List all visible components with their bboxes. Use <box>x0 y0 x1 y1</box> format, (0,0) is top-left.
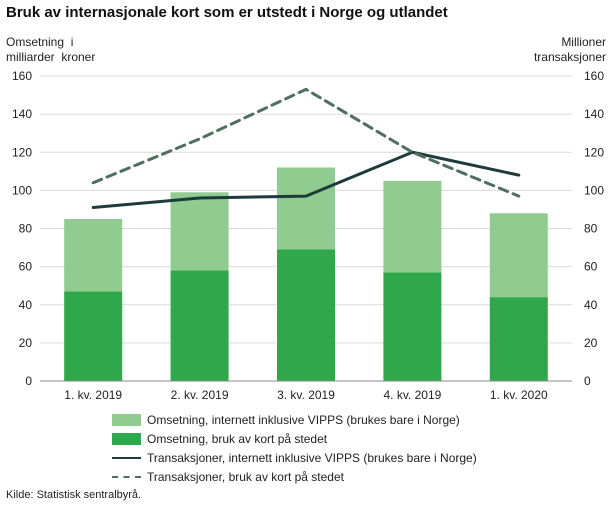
left-axis-label: Omsetning i milliarder kroner <box>6 35 96 64</box>
line-online-transactions <box>91 150 521 210</box>
bar-instore-turnover <box>383 272 442 381</box>
x-tick-label: 1. kv. 2020 <box>490 388 548 400</box>
y2-tick-label: 60 <box>584 260 598 274</box>
right-axis-label: Millioner transaksjoner <box>533 35 606 64</box>
legend-item-instore-turnover: Omsetning, bruk av kort på stedet <box>112 429 477 448</box>
y-tick-label: 100 <box>12 183 32 197</box>
legend-label: Omsetning, internett inklusive VIPPS (br… <box>147 412 460 427</box>
y-tick-label: 40 <box>19 298 33 312</box>
legend-swatch-dashed-line <box>112 475 141 478</box>
source-note: Kilde: Statistisk sentralbyrå. <box>6 489 142 501</box>
y-tick-label: 0 <box>25 374 32 388</box>
bar-instore-turnover <box>170 270 229 381</box>
legend-label: Transaksjoner, bruk av kort på stedet <box>147 469 344 484</box>
x-tick-label: 4. kv. 2019 <box>383 388 441 400</box>
y2-tick-label: 140 <box>584 107 604 121</box>
y2-tick-label: 120 <box>584 145 604 159</box>
legend-item-instore-transactions: Transaksjoner, bruk av kort på stedet <box>112 467 477 486</box>
legend: Omsetning, internett inklusive VIPPS (br… <box>112 410 477 486</box>
legend-item-online-turnover: Omsetning, internett inklusive VIPPS (br… <box>112 410 477 429</box>
y-tick-label: 160 <box>12 69 32 83</box>
y2-tick-label: 80 <box>584 222 598 236</box>
y-tick-label: 60 <box>19 260 33 274</box>
y2-tick-label: 20 <box>584 336 598 350</box>
legend-label: Omsetning, bruk av kort på stedet <box>147 431 328 446</box>
y-tick-label: 120 <box>12 145 32 159</box>
legend-swatch-light-green <box>112 413 141 426</box>
y-tick-label: 80 <box>19 222 33 236</box>
legend-swatch-solid-line <box>112 456 141 459</box>
y2-tick-label: 0 <box>584 374 591 388</box>
bar-instore-turnover <box>489 297 548 381</box>
y-tick-label: 140 <box>12 107 32 121</box>
y2-tick-label: 100 <box>584 183 604 197</box>
y-tick-label: 20 <box>19 336 33 350</box>
legend-item-online-transactions: Transaksjoner, internett inklusive VIPPS… <box>112 448 477 467</box>
legend-swatch-dark-green <box>112 432 141 445</box>
bar-online-turnover <box>64 218 123 292</box>
bar-online-turnover <box>170 192 229 271</box>
bar-online-turnover <box>277 167 335 250</box>
y2-tick-label: 160 <box>584 69 604 83</box>
bar-online-turnover <box>383 180 442 273</box>
bar-online-turnover <box>489 213 548 298</box>
chart-plot: 0 20 40 60 80 100 120 140 160 0 20 40 60 80 100 120 140 1… <box>12 69 604 400</box>
line-instore-transactions <box>91 87 521 198</box>
bar-instore-turnover <box>277 249 335 381</box>
x-tick-label: 2. kv. 2019 <box>171 388 229 400</box>
chart-title: Bruk av internasjonale kort som er utste… <box>6 4 448 21</box>
x-tick-label: 3. kv. 2019 <box>277 388 335 400</box>
legend-label: Transaksjoner, internett inklusive VIPPS… <box>147 450 477 465</box>
bar-instore-turnover <box>64 291 123 381</box>
y2-tick-label: 40 <box>584 298 598 312</box>
x-tick-label: 1. kv. 2019 <box>64 388 122 400</box>
